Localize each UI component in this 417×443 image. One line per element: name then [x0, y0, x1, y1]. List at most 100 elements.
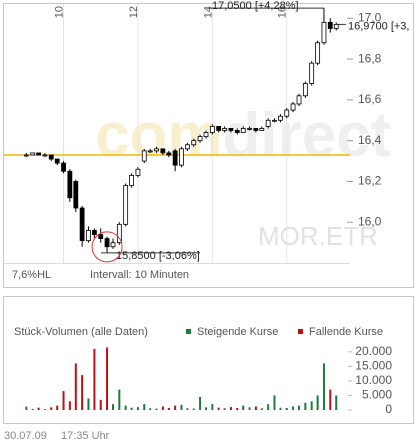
volume-title: Stück-Volumen (alle Daten) [14, 326, 148, 338]
y-tick-label: 16,8 [358, 51, 382, 65]
volume-bar [242, 405, 245, 410]
watermark: comdirect [95, 101, 391, 170]
range-label: 7,6%HL [12, 269, 51, 281]
volume-bar [260, 408, 263, 410]
volume-bar [316, 395, 319, 410]
candle-body [191, 140, 197, 146]
candle-body [216, 126, 222, 131]
candle-body [203, 132, 209, 138]
candle-body [141, 150, 147, 162]
candle-body [272, 119, 277, 122]
volume-bar [167, 407, 170, 410]
candle-body [197, 136, 203, 142]
candle-body [92, 230, 97, 235]
candle-body [154, 148, 159, 152]
volume-bar [180, 404, 183, 410]
legend-swatch [298, 329, 303, 334]
volume-bar [155, 408, 158, 410]
volume-bar [130, 407, 133, 410]
volume-panel [3, 296, 414, 424]
volume-bar [329, 389, 332, 410]
volume-bar [68, 401, 71, 410]
annotation: 16,9700 [+3, [348, 20, 409, 32]
volume-bar [136, 407, 139, 410]
candle-body [61, 162, 66, 172]
volume-bar [106, 347, 109, 410]
volume-bar [149, 408, 152, 410]
candle-body [302, 83, 308, 97]
candle-body [321, 21, 327, 44]
volume-bar [335, 395, 338, 410]
legend-swatch [186, 329, 191, 334]
candle-body [73, 181, 79, 209]
volume-bar [161, 406, 164, 410]
candle-body [30, 152, 36, 156]
candle-body [67, 170, 73, 199]
watermark-part: com [95, 101, 222, 170]
footer-time: 17:35 Uhr [61, 430, 110, 442]
candle-body [209, 126, 215, 133]
candle-body [116, 223, 122, 244]
volume-bar [186, 408, 189, 410]
volume-bar [62, 391, 65, 410]
y-tick-label: 17,0 [358, 10, 382, 24]
volume-bar [292, 406, 295, 410]
candle-body [309, 62, 315, 84]
annotation: 15,8500 [-3,06%] [116, 250, 200, 262]
y-tick-label: 20.000 [355, 344, 392, 358]
volume-bar [192, 408, 195, 410]
volume-bar [37, 407, 40, 410]
volume-bar [31, 408, 34, 410]
candle-body [147, 150, 153, 153]
candle-body [98, 234, 104, 240]
candle-body [129, 174, 135, 186]
volume-bar [50, 407, 53, 410]
y-tick-label: 5.000 [362, 388, 392, 402]
volume-bar [254, 406, 257, 410]
volume-bar [93, 348, 96, 410]
x-tick-label: 10 [53, 6, 65, 18]
candle-body [86, 230, 91, 242]
candle-body [110, 242, 116, 248]
volume-bar [205, 407, 208, 410]
legend-label: Fallende Kurse [309, 326, 383, 338]
volume-bar [285, 407, 288, 410]
candle-body [166, 152, 172, 156]
candle-body [278, 115, 283, 121]
volume-bar [199, 396, 202, 410]
interval-label: Intervall: 10 Minuten [90, 269, 189, 281]
volume-bar [56, 405, 59, 410]
volume-bar [81, 375, 84, 410]
y-tick-label: 16,6 [358, 92, 382, 106]
candle-body [185, 144, 190, 150]
x-tick-label: 14 [202, 6, 214, 18]
candle-body [36, 152, 41, 156]
candle-body [240, 128, 246, 133]
watermark-part: direct [222, 101, 391, 170]
volume-bar [310, 401, 313, 410]
legend-label: Steigende Kurse [197, 326, 278, 338]
candle-body [259, 128, 265, 131]
candle-body [222, 128, 228, 131]
candle-body [160, 148, 166, 154]
volume-bar [99, 399, 102, 410]
candle-body [333, 23, 339, 29]
volume-bar [229, 407, 232, 410]
volume-bar [118, 389, 121, 410]
x-tick-label: 16 [277, 6, 289, 18]
symbol-watermark: MOR.ETR [258, 221, 378, 251]
volume-bar [87, 398, 90, 410]
candle-body [315, 42, 321, 64]
volume-bar [43, 409, 46, 410]
candle-body [135, 168, 141, 176]
price-panel [3, 3, 414, 288]
volume-bar [298, 405, 301, 410]
volume-bar [112, 404, 115, 410]
candle-body [327, 21, 333, 29]
candle-body [123, 185, 129, 225]
candle-body [296, 95, 302, 105]
volume-bar [322, 363, 325, 410]
candle-body [23, 154, 29, 157]
candle-body [284, 109, 290, 117]
